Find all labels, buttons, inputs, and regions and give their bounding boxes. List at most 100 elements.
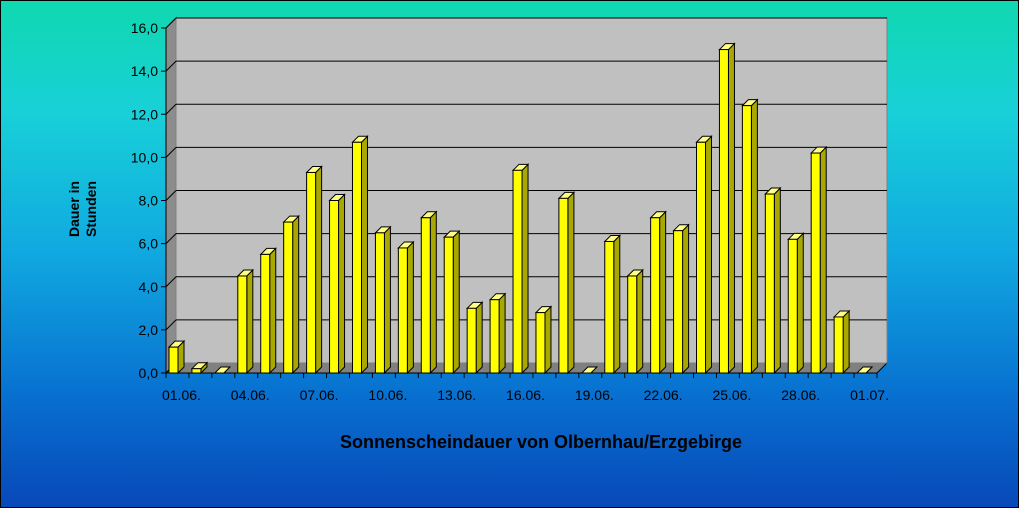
bar-side xyxy=(315,165,323,375)
gridline-side xyxy=(165,147,177,158)
y-tick-label: 4,0 xyxy=(139,279,159,295)
bar-front xyxy=(810,152,821,374)
y-tick-label: 14,0 xyxy=(131,63,158,79)
gridline-side xyxy=(165,319,177,331)
bar-front xyxy=(237,275,248,374)
bar-side xyxy=(269,247,277,375)
y-tick-label: 6,0 xyxy=(139,236,159,252)
bar xyxy=(603,234,621,375)
bar-side xyxy=(360,135,368,375)
bar xyxy=(190,361,209,375)
bar-front xyxy=(466,307,477,374)
bar-front xyxy=(718,49,729,374)
bar xyxy=(649,210,667,375)
bar xyxy=(282,214,300,375)
bar xyxy=(443,229,461,375)
x-tick-label: 22.06. xyxy=(644,387,683,403)
bar-side xyxy=(682,223,690,375)
bar-front xyxy=(558,197,569,374)
bar xyxy=(374,225,392,375)
bar-front xyxy=(191,368,202,374)
x-tick-label: 04.06. xyxy=(231,387,270,403)
y-tick-label: 10,0 xyxy=(131,149,158,165)
x-tick-label: 19.06. xyxy=(575,387,614,403)
x-tick-label: 13.06. xyxy=(437,387,476,403)
bar-side xyxy=(750,98,758,375)
x-tick-label: 10.06. xyxy=(368,387,407,403)
bar xyxy=(809,145,828,375)
bar xyxy=(626,268,644,375)
bar xyxy=(511,163,530,375)
bar-side xyxy=(475,301,483,375)
bar-front xyxy=(306,171,317,374)
bar-side xyxy=(498,292,506,375)
bar xyxy=(465,301,484,375)
bar-side xyxy=(727,42,735,375)
bar-side xyxy=(429,210,437,375)
bar-front xyxy=(260,253,271,374)
gridline-side xyxy=(165,60,177,72)
bar-side xyxy=(842,309,850,375)
gridline-side xyxy=(165,233,177,244)
bar-side xyxy=(521,163,529,375)
gridline-side xyxy=(165,103,177,115)
bar-front xyxy=(329,200,340,374)
bars xyxy=(167,42,874,375)
bar xyxy=(488,292,507,375)
x-tick-label: 16.06. xyxy=(506,387,545,403)
bar-side xyxy=(544,305,552,375)
bar-side xyxy=(383,225,391,375)
bar-front xyxy=(673,230,684,374)
bar-front xyxy=(283,221,294,374)
bar-side xyxy=(246,268,254,375)
bar xyxy=(305,165,323,375)
bar xyxy=(718,42,736,375)
y-tick-label: 8,0 xyxy=(139,193,159,209)
x-tick-label: 01.06. xyxy=(162,387,201,403)
bar-front xyxy=(443,236,454,374)
bar-side xyxy=(636,268,644,375)
bar xyxy=(397,240,415,375)
bar-side xyxy=(567,191,575,375)
bar-front xyxy=(741,105,752,374)
bar xyxy=(351,135,369,375)
gridline-side xyxy=(165,190,177,201)
bar-side xyxy=(659,210,667,375)
bar xyxy=(167,339,186,375)
y-axis-ticks: 0,0 2,0 4,0 6,0 8,0 10,0 12,0 14,0 16,0 xyxy=(131,20,167,381)
y-tick-label: 16,0 xyxy=(131,20,158,36)
bar xyxy=(764,186,782,375)
y-axis-label-line1: Dauer in xyxy=(66,181,82,237)
bar-side xyxy=(292,214,300,375)
bar-front xyxy=(650,217,661,374)
bar-front xyxy=(374,232,385,374)
bar-front xyxy=(535,312,546,374)
bar-front xyxy=(604,240,615,374)
bar-front xyxy=(168,346,179,374)
bar xyxy=(557,191,576,375)
bar xyxy=(695,135,713,375)
chart-title: Sonnenscheindauer von Olbernhau/Erzgebir… xyxy=(340,432,742,452)
bar-side xyxy=(819,145,827,375)
x-axis-ticks: 01.06. 04.06. 07.06. 10.06. 13.06. 16.06. 19.0… xyxy=(162,372,889,403)
bar-front xyxy=(397,247,408,374)
gridline-side xyxy=(165,276,177,288)
bar xyxy=(787,232,805,375)
bar-side xyxy=(452,229,460,375)
y-axis-label-line2: Stunden xyxy=(83,181,99,237)
bar xyxy=(236,268,255,375)
x-tick-label: 07.06. xyxy=(300,387,339,403)
bar xyxy=(420,210,438,375)
bar-side xyxy=(773,186,781,375)
bar-front xyxy=(489,299,500,374)
bar-side xyxy=(613,234,621,375)
bar-front xyxy=(351,141,362,374)
x-tick-label: 28.06. xyxy=(781,387,820,403)
bar xyxy=(259,247,277,375)
gridline-side xyxy=(165,17,177,29)
bar-front xyxy=(833,316,844,374)
bar-front xyxy=(696,141,707,374)
bar-side xyxy=(338,193,346,375)
bar xyxy=(672,223,690,375)
